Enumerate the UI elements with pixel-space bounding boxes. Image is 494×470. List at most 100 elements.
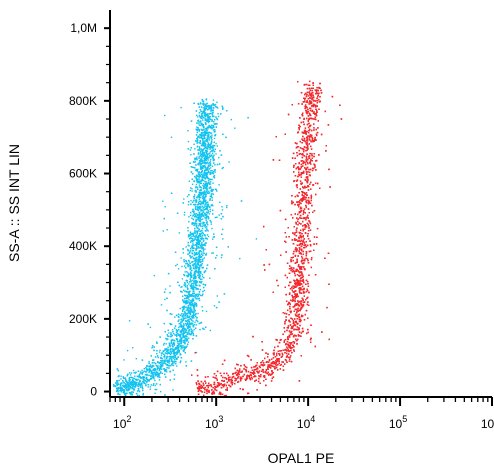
data-point-cyan: [137, 395, 138, 396]
data-point-cyan: [202, 161, 203, 162]
data-point-cyan: [156, 365, 157, 366]
data-point-cyan: [198, 182, 199, 183]
data-point-cyan: [202, 328, 203, 329]
data-point-cyan: [187, 339, 188, 340]
data-point-cyan: [124, 389, 125, 390]
data-point-cyan: [185, 295, 186, 296]
data-point-cyan: [205, 104, 206, 105]
data-point-cyan: [150, 376, 151, 377]
data-point-cyan: [197, 146, 198, 147]
data-point-cyan: [200, 158, 201, 159]
data-point-cyan: [202, 310, 203, 311]
data-point-cyan: [200, 118, 201, 119]
data-point-cyan: [152, 374, 153, 375]
data-point-cyan: [206, 268, 207, 269]
data-point-cyan: [205, 183, 206, 184]
data-point-cyan: [206, 212, 207, 213]
data-point-cyan: [129, 379, 130, 380]
data-point-cyan: [193, 263, 194, 264]
data-point-cyan: [199, 184, 200, 185]
data-point-cyan: [173, 345, 174, 346]
data-point-cyan: [161, 369, 162, 370]
data-point-cyan: [195, 244, 196, 245]
data-point-cyan: [195, 164, 196, 165]
data-point-cyan: [151, 384, 152, 385]
data-point-cyan: [194, 272, 195, 273]
data-point-cyan: [210, 330, 211, 331]
data-point-cyan: [187, 196, 188, 197]
data-point-cyan: [126, 381, 127, 382]
data-point-cyan: [186, 298, 187, 299]
data-point-cyan: [193, 326, 194, 327]
data-point-cyan: [206, 141, 207, 142]
data-point-cyan: [184, 298, 185, 299]
data-point-cyan: [201, 267, 202, 268]
data-point-cyan: [181, 347, 182, 348]
data-point-cyan: [194, 231, 195, 232]
data-point-cyan: [171, 343, 172, 344]
data-point-cyan: [202, 228, 203, 229]
data-point-cyan: [199, 294, 200, 295]
data-point-cyan: [163, 230, 164, 231]
data-point-cyan: [211, 193, 212, 194]
data-point-cyan: [199, 223, 200, 224]
data-point-cyan: [207, 186, 208, 187]
data-point-cyan: [194, 204, 195, 205]
data-point-cyan: [175, 325, 176, 326]
data-point-cyan: [209, 121, 210, 122]
data-point-cyan: [183, 320, 184, 321]
data-point-cyan: [198, 202, 199, 203]
data-point-cyan: [190, 285, 191, 286]
data-point-cyan: [207, 238, 208, 239]
data-point-cyan: [136, 358, 137, 359]
data-point-cyan: [201, 242, 202, 243]
data-point-cyan: [176, 351, 177, 352]
data-point-cyan: [204, 141, 205, 142]
data-point-cyan: [209, 187, 210, 188]
data-point-cyan: [144, 368, 145, 369]
data-point-cyan: [199, 112, 200, 113]
data-point-cyan: [161, 355, 162, 356]
data-point-cyan: [194, 176, 195, 177]
data-point-cyan: [181, 341, 182, 342]
data-point-cyan: [152, 370, 153, 371]
data-point-cyan: [198, 142, 199, 143]
data-point-cyan: [184, 306, 185, 307]
data-point-cyan: [221, 154, 222, 155]
data-point-cyan: [192, 184, 193, 185]
data-point-cyan: [145, 383, 146, 384]
data-point-cyan: [205, 120, 206, 121]
data-point-cyan: [185, 361, 186, 362]
data-point-cyan: [163, 350, 164, 351]
data-point-cyan: [190, 241, 191, 242]
data-point-cyan: [222, 108, 223, 109]
data-point-cyan: [198, 235, 199, 236]
data-point-cyan: [185, 286, 186, 287]
data-point-cyan: [205, 327, 206, 328]
data-point-cyan: [196, 320, 197, 321]
data-point-cyan: [201, 106, 202, 107]
data-point-cyan: [209, 157, 210, 158]
data-point-cyan: [172, 339, 173, 340]
data-point-cyan: [188, 338, 189, 339]
data-point-cyan: [179, 341, 180, 342]
data-point-cyan: [216, 118, 217, 119]
data-point-cyan: [200, 111, 201, 112]
data-point-cyan: [147, 323, 148, 324]
data-point-cyan: [202, 223, 203, 224]
data-point-cyan: [202, 100, 203, 101]
data-point-cyan: [187, 272, 188, 273]
data-point-cyan: [185, 338, 186, 339]
data-point-cyan: [203, 105, 204, 106]
data-point-cyan: [196, 266, 197, 267]
data-point-cyan: [139, 374, 140, 375]
data-point-cyan: [194, 224, 195, 225]
data-point-cyan: [222, 238, 223, 239]
data-point-cyan: [129, 392, 130, 393]
data-point-cyan: [198, 238, 199, 239]
data-point-cyan: [201, 183, 202, 184]
data-point-cyan: [131, 393, 132, 394]
data-point-cyan: [202, 306, 203, 307]
data-point-cyan: [195, 208, 196, 209]
data-point-cyan: [166, 367, 167, 368]
